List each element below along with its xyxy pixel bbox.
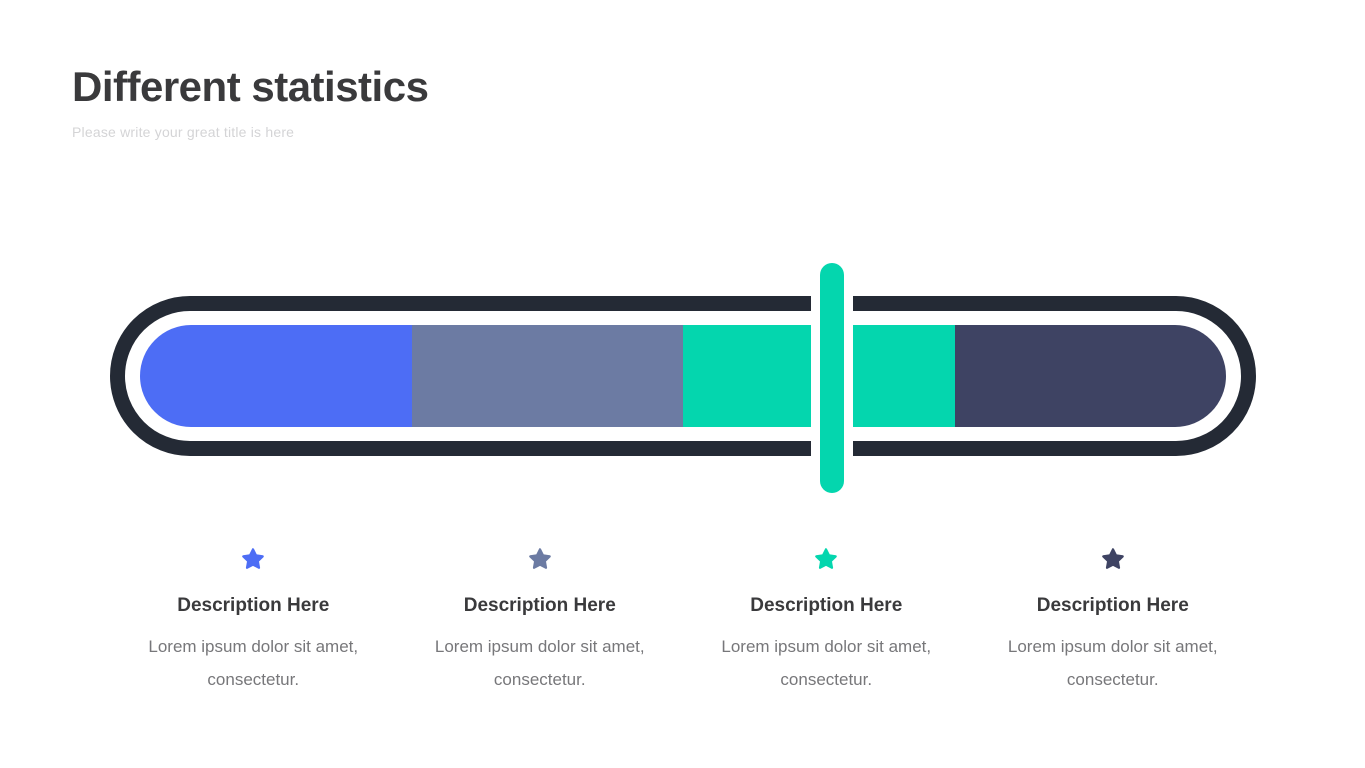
legend-item-title: Description Here [177,595,330,616]
bar-segment-track [140,325,1226,427]
legend-item-3[interactable]: Description Here Lorem ipsum dolor sit am… [683,548,970,696]
bar-segment-4[interactable] [954,325,1226,427]
legend-item-description: Lorem ipsum dolor sit amet, consectetur. [434,637,645,690]
legend-item-title: Description Here [750,595,903,616]
star-icon [528,548,551,569]
legend-item-description: Lorem ipsum dolor sit amet, consectetur. [721,637,932,690]
page-title: Different statistics [72,63,429,110]
marker-pill-icon [819,263,844,493]
slide-header: Different statistics Please write your g… [72,63,429,141]
bar-segment-1[interactable] [140,325,412,427]
legend: Description Here Lorem ipsum dolor sit am… [110,548,1256,696]
legend-item-title: Description Here [463,595,616,616]
legend-item-title: Description Here [1036,595,1189,616]
bar-segment-2[interactable] [411,325,683,427]
legend-item-2[interactable]: Description Here Lorem ipsum dolor sit am… [397,548,684,696]
statistics-bar [110,262,1256,494]
star-icon [815,548,838,569]
page-subtitle: Please write your great title is here [72,124,295,141]
legend-item-description: Lorem ipsum dolor sit amet, consectetur. [148,637,359,690]
legend-item-1[interactable]: Description Here Lorem ipsum dolor sit am… [110,548,397,696]
star-icon [1101,548,1124,569]
bar-position-marker[interactable] [810,262,853,494]
legend-item-description: Lorem ipsum dolor sit amet, consectetur. [1007,637,1218,690]
star-icon [242,548,265,569]
legend-item-4[interactable]: Description Here Lorem ipsum dolor sit am… [970,548,1257,696]
